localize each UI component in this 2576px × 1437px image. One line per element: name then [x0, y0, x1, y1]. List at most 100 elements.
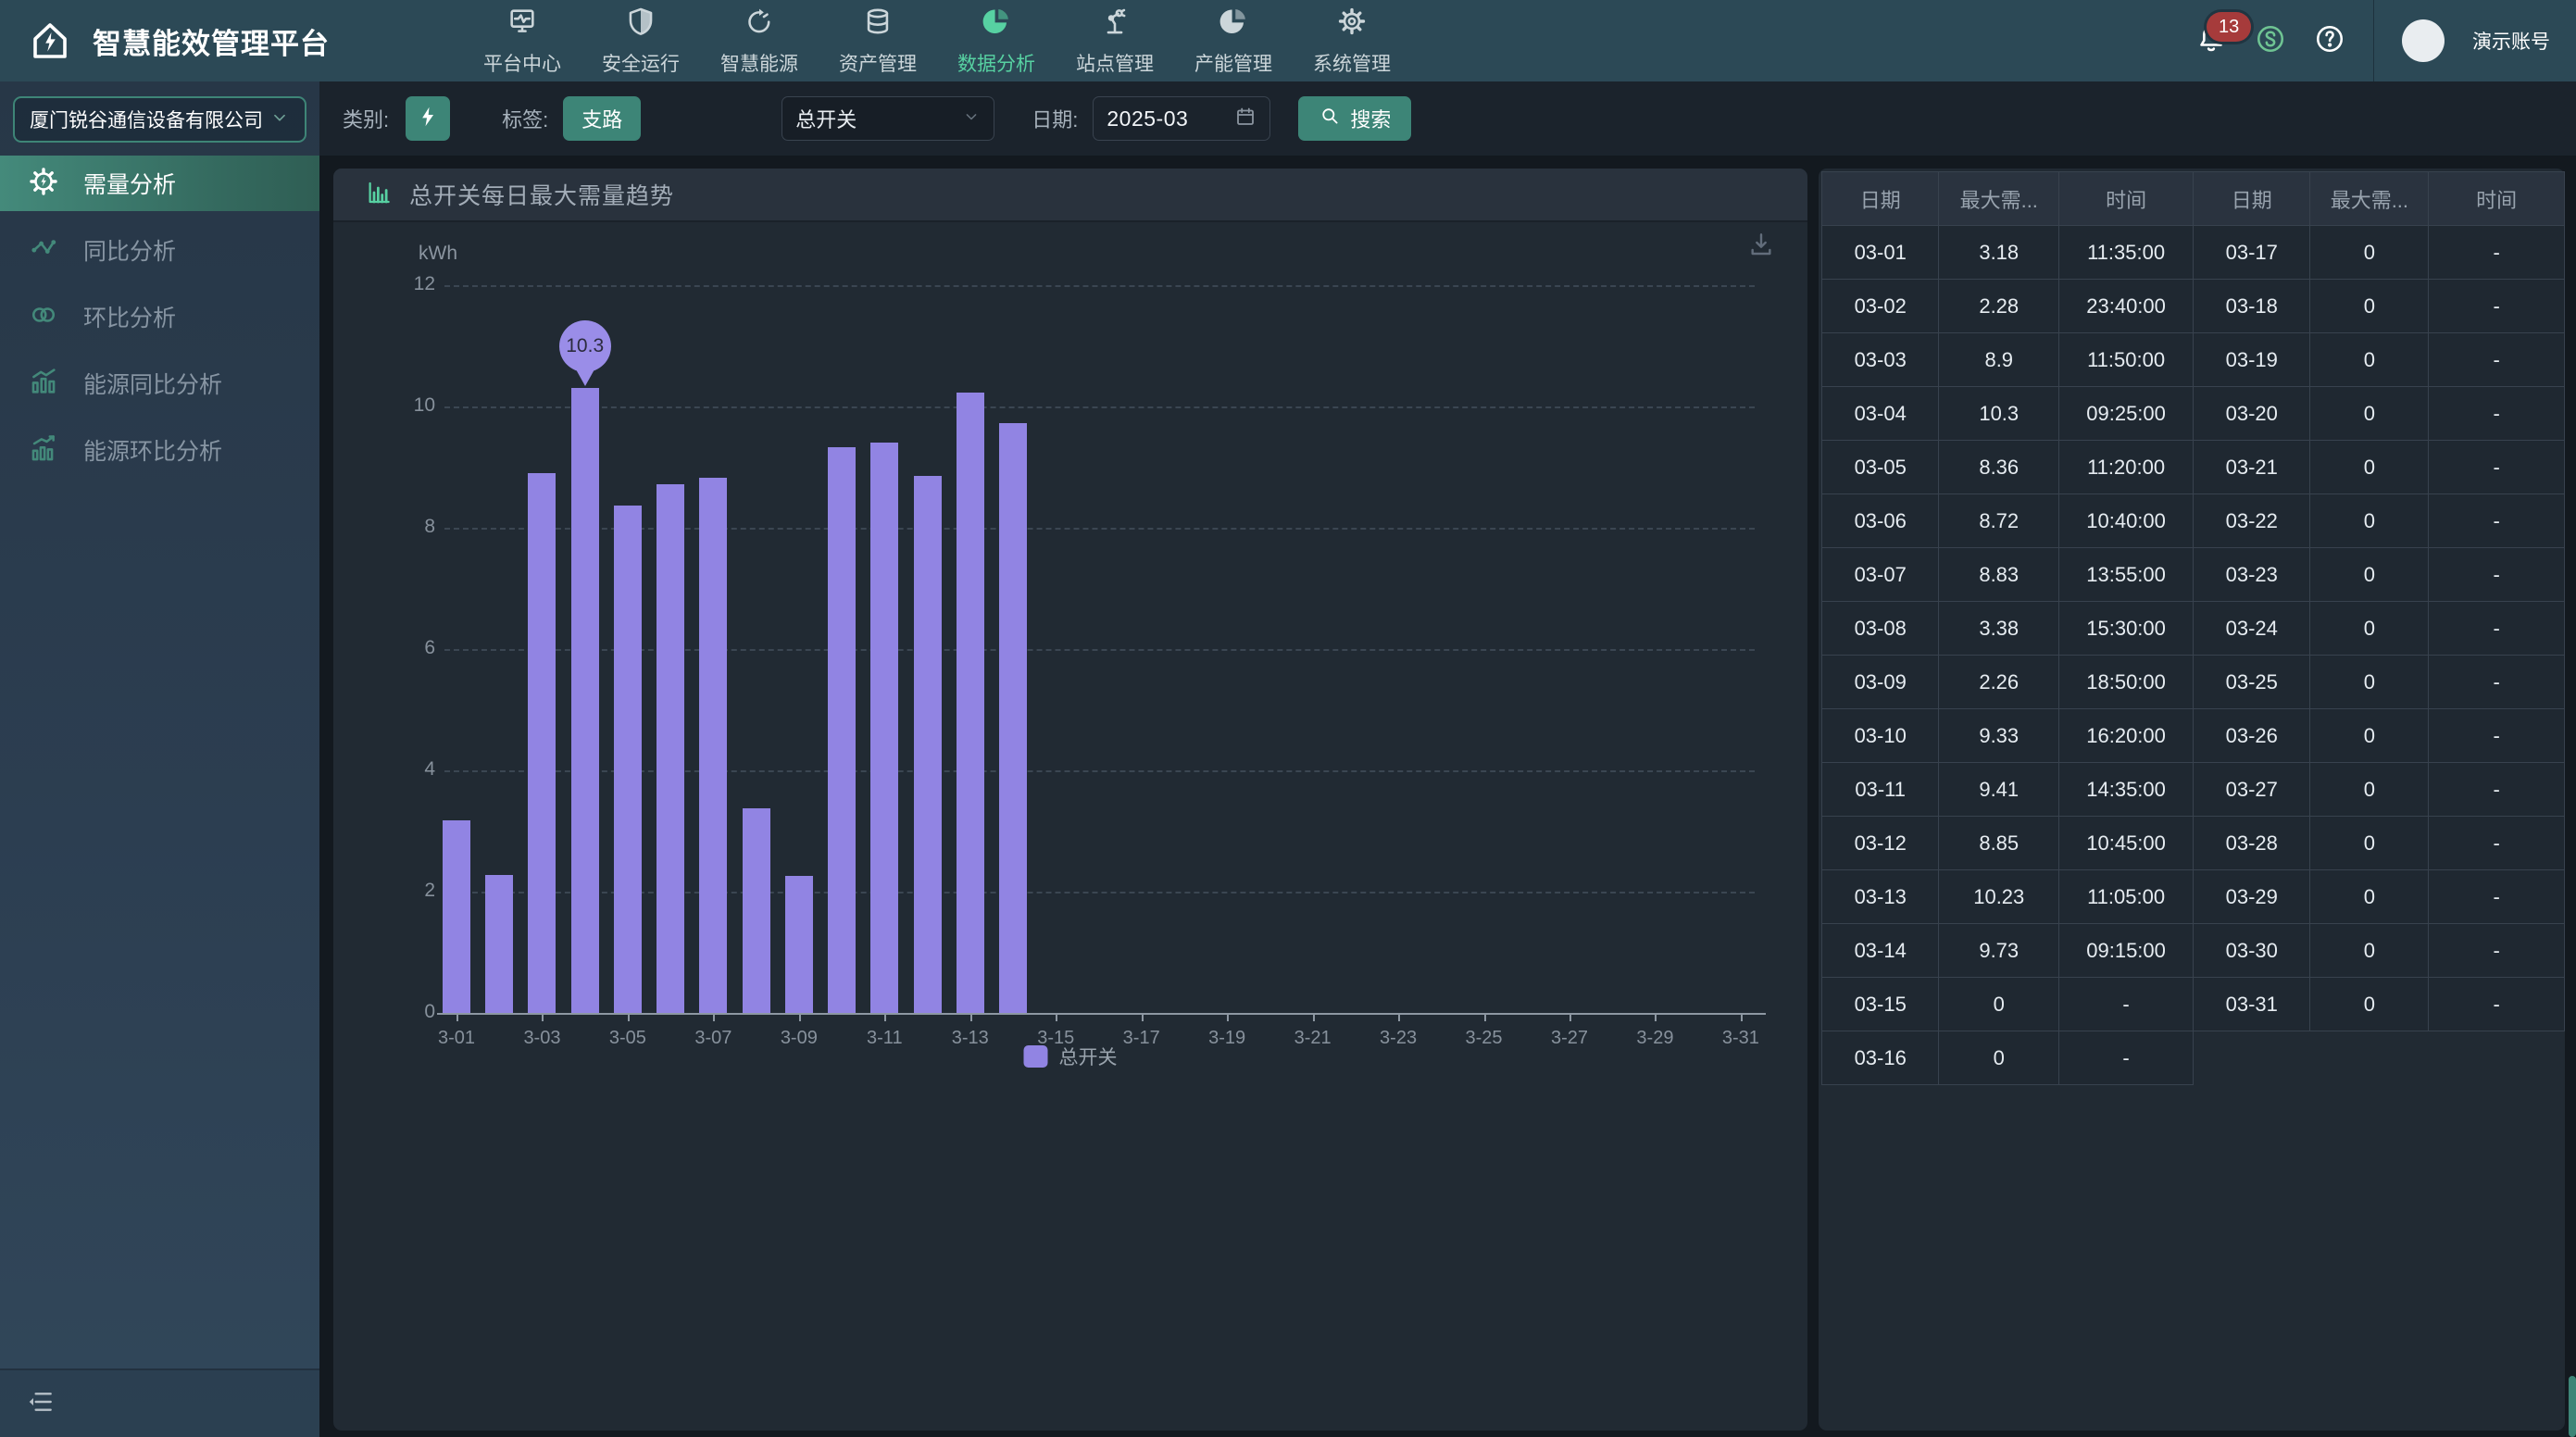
table-cell: 8.36: [1939, 441, 2059, 494]
bar-3-14[interactable]: [999, 423, 1027, 1013]
nav-item-2[interactable]: 智慧能源: [700, 6, 819, 77]
bar-3-07[interactable]: [699, 478, 727, 1013]
table-cell: 0: [2310, 709, 2429, 763]
category-electric-button[interactable]: [406, 96, 450, 141]
sidebar-item-3[interactable]: 能源同比分析: [0, 356, 319, 411]
nav-item-label: 安全运行: [602, 49, 680, 77]
table-cell: 03-09: [1822, 656, 1939, 709]
x-tick: [1398, 1013, 1400, 1021]
bar-3-03[interactable]: [528, 473, 556, 1013]
notifications-button[interactable]: 13: [2195, 23, 2227, 59]
table-cell: 11:05:00: [2059, 870, 2194, 924]
sidebar-item-0[interactable]: 需量分析: [0, 156, 319, 211]
bar-arrow-icon: [28, 432, 59, 469]
table-cell: -: [2429, 387, 2565, 441]
table-row: 03-022.2823:40:0003-180-: [1822, 280, 2565, 333]
table-cell: 03-04: [1822, 387, 1939, 441]
y-tick-label: 10: [370, 394, 435, 417]
venn-icon: [28, 299, 59, 335]
nav-item-0[interactable]: 平台中心: [463, 6, 581, 77]
gridline: [444, 285, 1755, 287]
database-icon: [862, 6, 894, 42]
monitor-link-button[interactable]: [2255, 23, 2286, 59]
bar-3-06[interactable]: [657, 484, 684, 1013]
table-cell: 16:20:00: [2059, 709, 2194, 763]
table-cell: 03-11: [1822, 763, 1939, 817]
date-input[interactable]: 2025-03: [1093, 96, 1270, 141]
bar-3-11[interactable]: [870, 443, 898, 1013]
x-tick-label: 3-01: [419, 1028, 494, 1049]
help-button[interactable]: [2314, 23, 2345, 59]
table-cell: -: [2429, 709, 2565, 763]
user-name[interactable]: 演示账号: [2472, 27, 2550, 55]
x-tick: [1741, 1013, 1743, 1021]
bar-3-09[interactable]: [785, 876, 813, 1013]
chart-card: 总开关每日最大需量趋势 kWh 总开关 0246810123-013-033-0…: [333, 169, 1807, 1431]
table-row: 03-109.3316:20:0003-260-: [1822, 709, 2565, 763]
nav-item-5[interactable]: 站点管理: [1056, 6, 1174, 77]
table-cell: 0: [2310, 387, 2429, 441]
x-tick-label: 3-07: [676, 1028, 750, 1049]
table-cell: 10.23: [1939, 870, 2059, 924]
table-cell: 03-15: [1822, 978, 1939, 1031]
download-icon[interactable]: [1746, 230, 1776, 264]
table-cell: -: [2429, 226, 2565, 280]
notification-badge: 13: [2207, 12, 2251, 42]
table-cell: 11:35:00: [2059, 226, 2194, 280]
table-cell: 03-06: [1822, 494, 1939, 548]
sidebar-item-label: 同比分析: [83, 233, 176, 267]
x-tick-label: 3-29: [1618, 1028, 1692, 1049]
chart-title: 总开关每日最大需量趋势: [409, 178, 674, 211]
table-row: 03-0410.309:25:0003-200-: [1822, 387, 2565, 441]
table-row: 03-150-03-310-: [1822, 978, 2565, 1031]
bar-3-02[interactable]: [485, 875, 513, 1013]
x-tick-label: 3-25: [1447, 1028, 1521, 1049]
y-tick-label: 8: [370, 516, 435, 538]
nav-item-7[interactable]: 系统管理: [1293, 6, 1411, 77]
table-cell: 2.28: [1939, 280, 2059, 333]
x-tick-label: 3-09: [762, 1028, 836, 1049]
table-cell: 03-13: [1822, 870, 1939, 924]
gear-icon: [1336, 6, 1368, 42]
chart-card-header: 总开关每日最大需量趋势: [333, 169, 1807, 222]
x-tick-label: 3-31: [1704, 1028, 1778, 1049]
tag-branch-button[interactable]: 支路: [563, 96, 641, 141]
bar-3-05[interactable]: [614, 506, 642, 1013]
x-tick: [1142, 1013, 1144, 1021]
sidebar-collapse-button[interactable]: [26, 1387, 56, 1421]
nav-item-4[interactable]: 数据分析: [937, 6, 1056, 77]
nav-item-1[interactable]: 安全运行: [581, 6, 700, 77]
share-nodes-icon: [28, 232, 59, 269]
bar-3-04[interactable]: [571, 388, 599, 1013]
nav-item-3[interactable]: 资产管理: [819, 6, 937, 77]
page-scrollbar-thumb[interactable]: [2569, 1376, 2576, 1437]
table-cell: 8.85: [1939, 817, 2059, 870]
sidebar-item-1[interactable]: 同比分析: [0, 222, 319, 278]
table-cell: 14:35:00: [2059, 763, 2194, 817]
bar-line-icon: [28, 366, 59, 402]
sidebar-item-4[interactable]: 能源环比分析: [0, 422, 319, 478]
table-cell: 10.3: [1939, 387, 2059, 441]
table-row: 03-092.2618:50:0003-250-: [1822, 656, 2565, 709]
table-header-1: 最大需...: [1939, 172, 2059, 226]
bar-3-10[interactable]: [828, 447, 856, 1013]
table-cell: 03-16: [1822, 1031, 1939, 1085]
max-value-marker-tail: [576, 369, 594, 386]
device-select[interactable]: 总开关: [782, 96, 994, 141]
bar-3-01[interactable]: [443, 820, 470, 1013]
avatar[interactable]: [2402, 19, 2445, 62]
gear-bolt-icon: [28, 166, 59, 202]
bar-3-13[interactable]: [957, 393, 984, 1013]
nav-item-6[interactable]: 产能管理: [1174, 6, 1293, 77]
sidebar-item-2[interactable]: 环比分析: [0, 289, 319, 344]
company-selector[interactable]: 厦门锐谷通信设备有限公司: [13, 96, 306, 143]
table-row: 03-128.8510:45:0003-280-: [1822, 817, 2565, 870]
bar-3-12[interactable]: [914, 476, 942, 1013]
table-cell: 03-23: [2194, 548, 2310, 602]
demand-table: 日期最大需...时间日期最大需...时间 03-013.1811:35:0003…: [1821, 171, 2565, 1085]
link-circle-icon: [2255, 23, 2286, 59]
bar-3-08[interactable]: [743, 808, 770, 1013]
search-button[interactable]: 搜索: [1298, 96, 1411, 141]
table-row: 03-058.3611:20:0003-210-: [1822, 441, 2565, 494]
table-cell: 0: [2310, 870, 2429, 924]
